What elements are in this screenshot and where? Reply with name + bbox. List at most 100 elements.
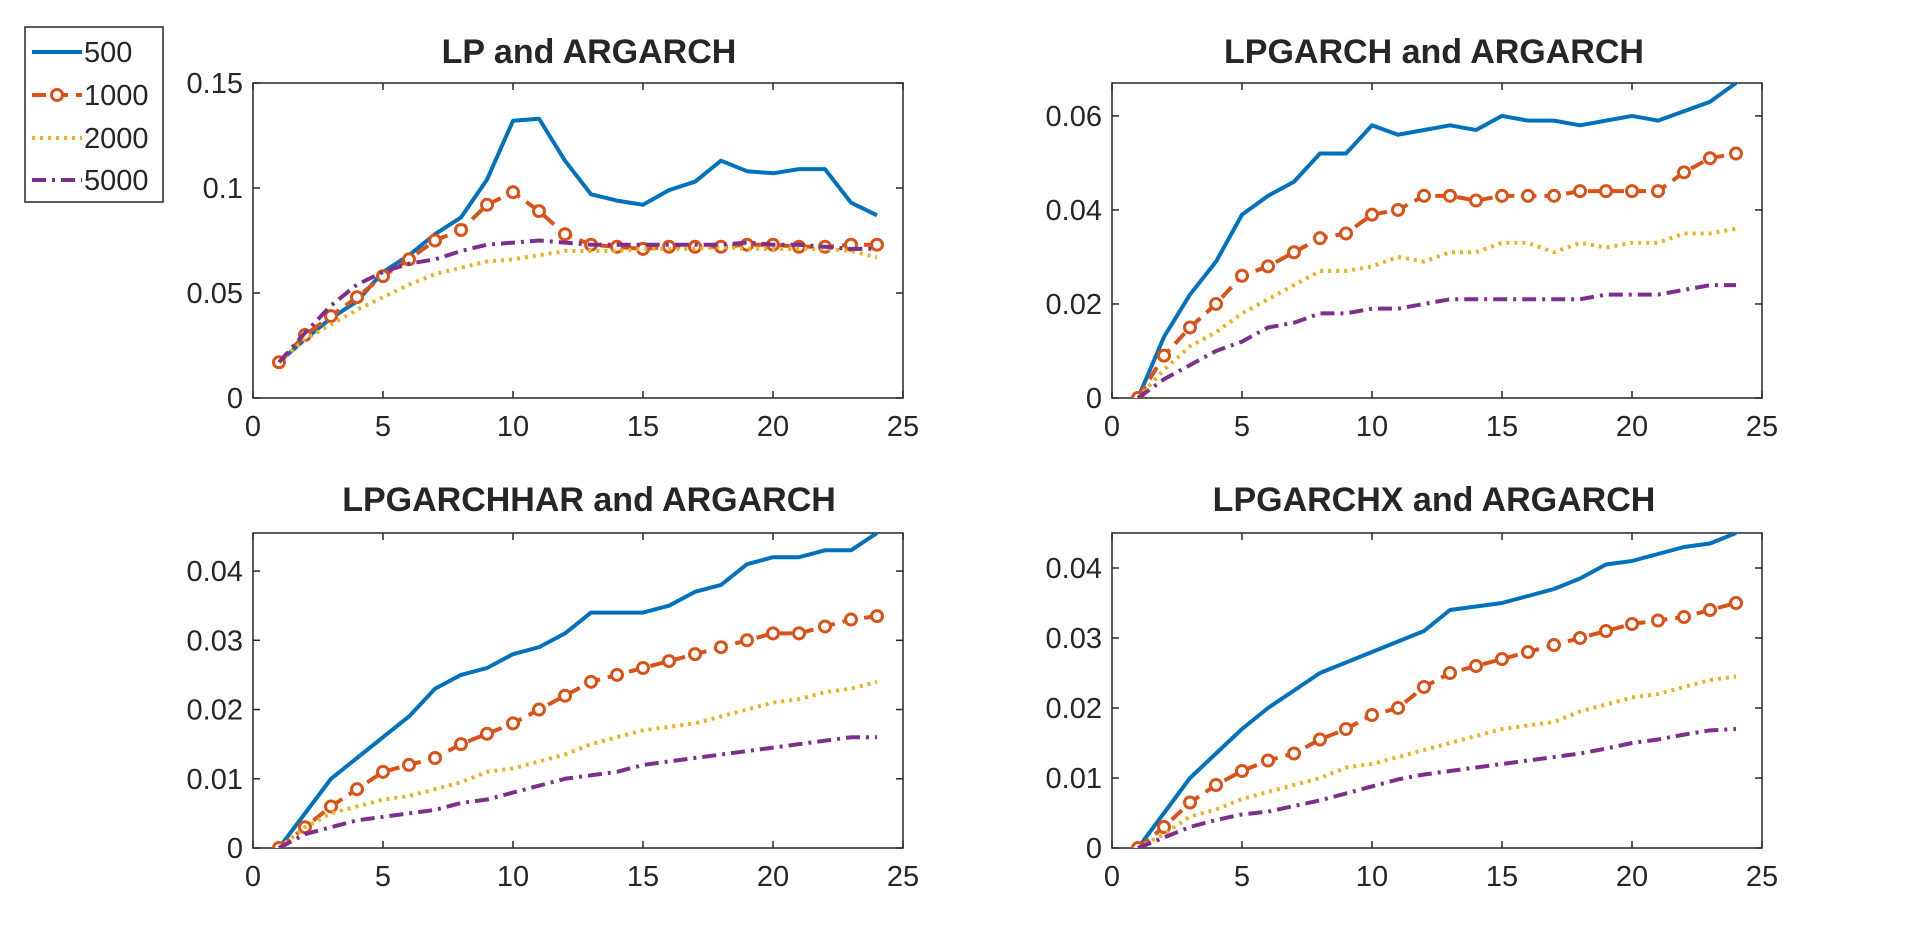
series-point-1000 [1677, 610, 1691, 624]
x-tick-label: 5 [1234, 861, 1250, 893]
series-point-1000 [1183, 320, 1197, 335]
series-point-1000 [688, 647, 702, 662]
series-point-1000 [1261, 259, 1275, 274]
x-tick-label: 0 [245, 861, 261, 893]
series-point-1000 [1547, 638, 1561, 652]
series-point-1000 [506, 716, 520, 731]
y-tick-label: 0.04 [1046, 553, 1102, 585]
series-point-1000 [1495, 188, 1509, 203]
series-point-1000 [1209, 778, 1223, 792]
y-tick-label: 0.03 [187, 625, 243, 657]
series-point-1000 [480, 197, 494, 212]
legend-entry-5000: 5000 [32, 165, 149, 197]
series-point-1000 [1391, 202, 1405, 217]
y-tick-label: 0 [1086, 383, 1102, 415]
series-point-1000 [1729, 596, 1743, 610]
series-point-1000 [1495, 652, 1509, 666]
series-point-1000 [480, 726, 494, 741]
x-tick-label: 25 [887, 861, 919, 893]
y-tick-label: 0.04 [187, 556, 243, 588]
series-point-1000 [324, 309, 338, 324]
series-point-1000 [1183, 795, 1197, 810]
subplot-title: LPGARCHHAR and ARGARCH [342, 481, 836, 519]
x-tick-label: 0 [1104, 411, 1120, 443]
x-tick-label: 5 [1234, 411, 1250, 443]
legend-label: 500 [84, 37, 132, 69]
x-tick-label: 15 [627, 411, 659, 443]
y-tick-label: 0 [227, 383, 243, 415]
subplot-title: LP and ARGARCH [442, 33, 737, 71]
series-point-1000 [844, 612, 858, 627]
subplot-title: LPGARCH and ARGARCH [1224, 33, 1644, 71]
series-point-1000 [1287, 746, 1301, 761]
y-tick-label: 0.03 [1046, 623, 1102, 655]
series-point-1000 [428, 233, 442, 248]
series-point-1000 [1729, 146, 1743, 161]
series-point-1000 [428, 751, 442, 765]
y-tick-label: 0.06 [1046, 101, 1102, 133]
x-tick-label: 10 [497, 411, 529, 443]
series-point-1000 [1235, 764, 1249, 778]
series-point-1000 [532, 204, 546, 219]
axes-box [1111, 82, 1763, 399]
x-tick-label: 25 [887, 411, 919, 443]
series-point-1000 [1365, 207, 1379, 222]
series-point-1000 [1261, 753, 1275, 768]
x-tick-label: 25 [1746, 861, 1778, 893]
series-point-1000 [1287, 245, 1301, 260]
series-point-1000 [1521, 188, 1535, 203]
series-point-1000 [1677, 165, 1691, 180]
series-point-1000 [1443, 666, 1457, 680]
series-point-1000 [610, 667, 624, 682]
x-tick-label: 10 [1356, 861, 1388, 893]
series-point-1000 [1157, 348, 1171, 363]
series-point-1000 [1339, 226, 1353, 241]
series-point-1000 [1391, 701, 1405, 715]
x-tick-label: 10 [1356, 411, 1388, 443]
subplot-lpgarchx-argarch: LPGARCHX and ARGARCH 0 5 10 15 20 25 0 0.01 0.02… [1046, 481, 1779, 893]
series-point-1000 [402, 757, 416, 772]
series-point-1000 [1365, 708, 1379, 722]
series-point-1000 [1235, 268, 1249, 283]
series-point-1000 [818, 619, 832, 634]
legend: 500 1000 2000 5000 [24, 26, 164, 203]
x-tick-label: 20 [757, 861, 789, 893]
subplot-lp-argarch: LP and ARGARCH 0 5 10 15 20 25 0 0.05 0.1 0.15 [187, 33, 920, 443]
legend-marker-1000 [50, 88, 64, 102]
series-line-500 [1136, 533, 1737, 848]
series-point-1000 [1339, 722, 1353, 736]
axes-box [252, 532, 904, 849]
y-tick-label: 0.02 [1046, 693, 1102, 725]
series-point-1000 [506, 185, 520, 200]
x-tick-label: 20 [757, 411, 789, 443]
x-tick-label: 0 [1104, 861, 1120, 893]
series-line-2000 [277, 679, 878, 848]
x-tick-label: 10 [497, 861, 529, 893]
series-point-1000 [740, 633, 754, 648]
legend-label: 2000 [84, 123, 149, 155]
legend-entry-1000: 1000 [32, 80, 149, 112]
x-tick-label: 15 [1486, 411, 1518, 443]
series-point-1000 [1469, 193, 1483, 208]
x-tick-label: 20 [1616, 411, 1648, 443]
series-group [272, 116, 884, 370]
series-point-1000 [1469, 659, 1483, 673]
series-point-1000 [792, 626, 806, 641]
subplot-lpgarch-argarch: LPGARCH and ARGARCH 0 5 10 15 20 25 0 0.02 0.04 0… [1046, 33, 1779, 443]
x-tick-label: 5 [375, 411, 391, 443]
series-point-1000 [714, 640, 728, 655]
y-tick-label: 0.05 [187, 278, 243, 310]
series-point-1000 [1547, 188, 1561, 203]
series-line-500 [277, 533, 879, 848]
subplot-title: LPGARCHX and ARGARCH [1213, 481, 1656, 519]
series-point-1000 [1313, 732, 1327, 747]
axes-box [252, 82, 904, 399]
x-tick-label: 20 [1616, 861, 1648, 893]
series-point-1000 [1599, 624, 1613, 638]
series-point-1000 [558, 227, 572, 242]
series-point-1000 [1313, 231, 1327, 246]
series-line-2000 [1136, 226, 1737, 398]
series-group [272, 533, 884, 848]
x-tick-label: 15 [627, 861, 659, 893]
